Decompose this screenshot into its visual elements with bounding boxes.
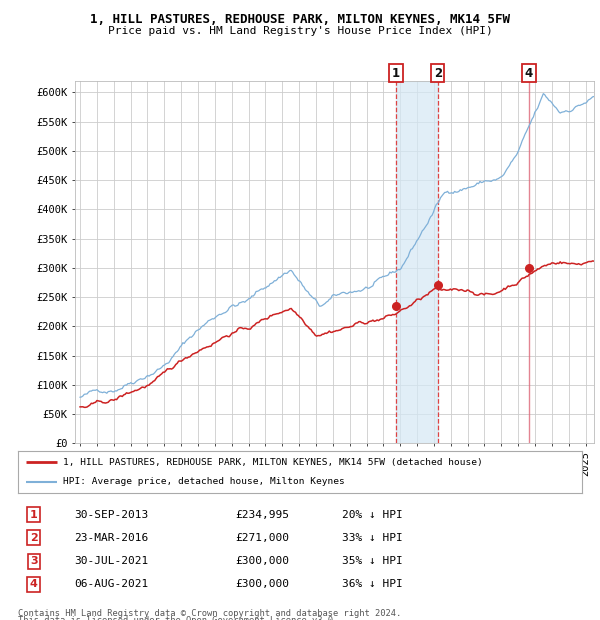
Text: Price paid vs. HM Land Registry's House Price Index (HPI): Price paid vs. HM Land Registry's House … <box>107 26 493 36</box>
Text: £300,000: £300,000 <box>235 579 289 589</box>
Text: 30-SEP-2013: 30-SEP-2013 <box>74 510 149 520</box>
Text: 06-AUG-2021: 06-AUG-2021 <box>74 579 149 589</box>
Text: 2: 2 <box>434 66 442 79</box>
Text: 23-MAR-2016: 23-MAR-2016 <box>74 533 149 543</box>
Bar <box>396 81 438 443</box>
Text: 1: 1 <box>392 66 400 79</box>
Text: This data is licensed under the Open Government Licence v3.0.: This data is licensed under the Open Gov… <box>18 616 338 620</box>
Text: 4: 4 <box>524 66 533 79</box>
Text: 1, HILL PASTURES, REDHOUSE PARK, MILTON KEYNES, MK14 5FW: 1, HILL PASTURES, REDHOUSE PARK, MILTON … <box>90 14 510 26</box>
Text: 30-JUL-2021: 30-JUL-2021 <box>74 556 149 566</box>
Text: 2: 2 <box>30 533 38 543</box>
Text: £271,000: £271,000 <box>235 533 289 543</box>
Text: HPI: Average price, detached house, Milton Keynes: HPI: Average price, detached house, Milt… <box>63 477 345 486</box>
Text: 35% ↓ HPI: 35% ↓ HPI <box>342 556 403 566</box>
Text: 20% ↓ HPI: 20% ↓ HPI <box>342 510 403 520</box>
Text: 33% ↓ HPI: 33% ↓ HPI <box>342 533 403 543</box>
Text: 1: 1 <box>30 510 38 520</box>
Text: 1, HILL PASTURES, REDHOUSE PARK, MILTON KEYNES, MK14 5FW (detached house): 1, HILL PASTURES, REDHOUSE PARK, MILTON … <box>63 458 483 467</box>
Text: 36% ↓ HPI: 36% ↓ HPI <box>342 579 403 589</box>
Text: Contains HM Land Registry data © Crown copyright and database right 2024.: Contains HM Land Registry data © Crown c… <box>18 609 401 618</box>
Text: £234,995: £234,995 <box>235 510 289 520</box>
Text: 3: 3 <box>30 556 38 566</box>
Text: £300,000: £300,000 <box>235 556 289 566</box>
Text: 4: 4 <box>30 579 38 589</box>
